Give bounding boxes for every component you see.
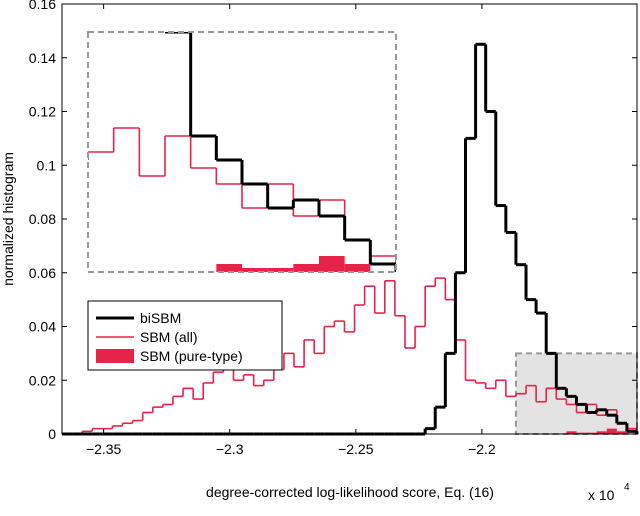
- y-tick-label: 0.14: [29, 50, 56, 66]
- legend-label: biSBM: [140, 310, 181, 326]
- y-tick-label: 0.06: [29, 265, 56, 281]
- bar: [606, 428, 617, 434]
- inset-bar: [344, 264, 371, 272]
- x-tick-label: −2.25: [338, 441, 374, 457]
- legend-label: SBM (pure-type): [140, 348, 243, 364]
- x-axis-label: degree-corrected log-likelihood score, E…: [206, 484, 494, 500]
- y-tick-label: 0.16: [29, 0, 56, 12]
- bar: [566, 431, 577, 434]
- inset-bar: [319, 256, 345, 272]
- bar: [586, 432, 597, 434]
- legend-swatch: [96, 349, 134, 363]
- inset-bar: [267, 268, 294, 272]
- x-tick-label: −2.3: [216, 441, 244, 457]
- legend-box: [87, 300, 283, 371]
- bar: [576, 432, 587, 434]
- inset-bar: [293, 264, 319, 272]
- x-tick-label: −2.2: [468, 441, 496, 457]
- bar: [616, 431, 627, 434]
- x-multiplier: x 10: [588, 487, 615, 503]
- y-axis-label: normalized histogram: [0, 152, 16, 286]
- legend: biSBM SBM (all) SBM (pure-type): [87, 300, 283, 371]
- y-tick-label: 0.12: [29, 104, 56, 120]
- legend-label: SBM (all): [140, 329, 198, 345]
- bar: [596, 431, 607, 434]
- y-tick-label: 0.02: [29, 372, 56, 388]
- inset-plot: [88, 32, 396, 272]
- inset-background: [88, 32, 396, 272]
- x-tick-label: −2.35: [86, 441, 122, 457]
- inset-bar: [216, 264, 242, 272]
- inset-bar: [242, 268, 268, 272]
- x-multiplier-exponent: 4: [624, 482, 630, 493]
- y-tick-label: 0.08: [29, 211, 56, 227]
- y-tick-label: 0.04: [29, 319, 56, 335]
- inset-frame: [87, 31, 397, 273]
- y-tick-label: 0.1: [37, 157, 57, 173]
- y-tick-label: 0: [48, 426, 56, 442]
